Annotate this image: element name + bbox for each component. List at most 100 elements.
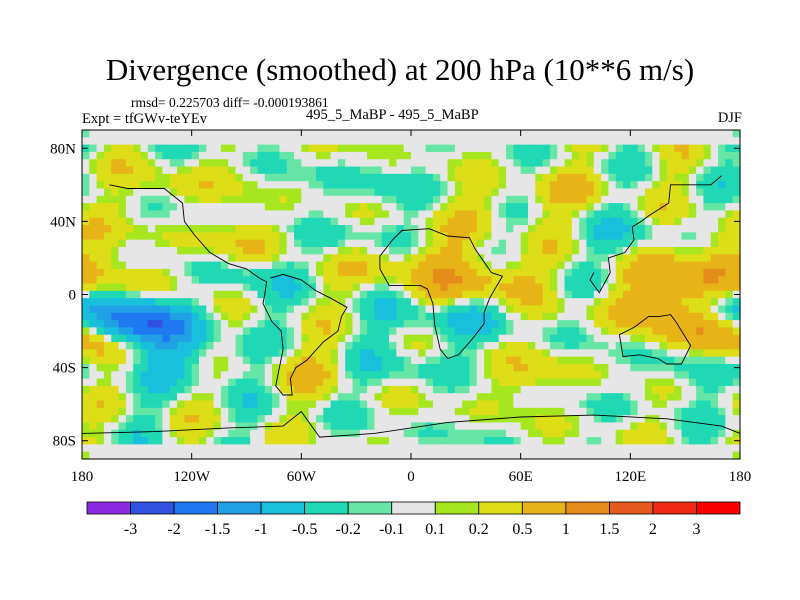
heatmap-cell	[96, 407, 105, 416]
heatmap-cell	[389, 422, 397, 431]
heatmap-cell	[659, 283, 668, 292]
heatmap-cell	[111, 283, 120, 292]
heatmap-cell	[359, 261, 368, 270]
heatmap-cell	[308, 422, 317, 431]
heatmap-cell	[432, 239, 441, 248]
heatmap-cell	[82, 232, 90, 241]
heatmap-cell	[623, 451, 631, 460]
heatmap-cell	[374, 378, 383, 387]
heatmap-cell	[330, 181, 339, 190]
heatmap-cell	[535, 451, 544, 460]
heatmap-cell	[615, 232, 624, 241]
heatmap-cell	[308, 254, 317, 263]
heatmap-cell	[718, 137, 726, 146]
heatmap-cell	[155, 356, 164, 365]
heatmap-cell	[506, 393, 514, 402]
heatmap-cell	[162, 451, 171, 460]
heatmap-cell	[447, 276, 456, 285]
heatmap-cell	[462, 444, 471, 453]
heatmap-cell	[206, 342, 215, 350]
heatmap-cell	[454, 217, 463, 226]
heatmap-cell	[191, 444, 200, 453]
heatmap-cell	[155, 130, 164, 138]
heatmap-cell	[432, 130, 441, 138]
heatmap-cell	[440, 363, 449, 372]
heatmap-cell	[111, 371, 120, 380]
heatmap-cell	[491, 195, 500, 204]
heatmap-cell	[403, 356, 412, 365]
heatmap-cell	[162, 334, 171, 343]
heatmap-cell	[527, 363, 536, 372]
heatmap-cell	[140, 400, 149, 409]
heatmap-cell	[184, 203, 193, 212]
heatmap-cell	[140, 210, 149, 219]
heatmap-cell	[644, 400, 653, 409]
heatmap-cell	[564, 400, 573, 409]
heatmap-cell	[623, 217, 631, 226]
heatmap-cell	[294, 320, 302, 328]
heatmap-cell	[140, 246, 149, 255]
heatmap-cell	[586, 371, 595, 380]
heatmap-cell	[674, 151, 683, 160]
heatmap-cell	[82, 356, 90, 365]
heatmap-cell	[630, 268, 639, 277]
heatmap-cell	[418, 232, 427, 241]
heatmap-cell	[345, 356, 354, 365]
chart-title: Divergence (smoothed) at 200 hPa (10**6 …	[105, 52, 695, 87]
heatmap-cell	[96, 188, 105, 197]
heatmap-cell	[447, 181, 456, 190]
heatmap-cell	[396, 305, 405, 314]
heatmap-cell	[96, 437, 105, 445]
heatmap-cell	[177, 437, 185, 445]
heatmap-cell	[89, 217, 98, 226]
heatmap-cell	[155, 276, 164, 285]
heatmap-cell	[323, 444, 332, 453]
heatmap-cell	[184, 217, 193, 226]
heatmap-cell	[345, 232, 354, 241]
heatmap-cell	[301, 217, 310, 226]
heatmap-cell	[294, 422, 302, 431]
heatmap-cell	[542, 181, 551, 190]
heatmap-cell	[213, 151, 222, 160]
heatmap-cell	[82, 371, 90, 380]
heatmap-cell	[630, 437, 639, 445]
heatmap-cell	[147, 130, 156, 138]
heatmap-cell	[425, 422, 434, 431]
heatmap-cell	[235, 151, 244, 160]
heatmap-cell	[330, 210, 339, 219]
heatmap-cell	[330, 232, 339, 241]
heatmap-cell	[674, 239, 683, 248]
heatmap-cell	[491, 342, 500, 350]
heatmap-cell	[535, 188, 544, 197]
heatmap-cell	[140, 444, 149, 453]
heatmap-cell	[710, 378, 719, 387]
heatmap-cell	[177, 239, 185, 248]
heatmap-cell	[359, 225, 368, 233]
heatmap-cell	[279, 349, 288, 358]
heatmap-cell	[389, 225, 397, 233]
heatmap-cell	[440, 195, 449, 204]
heatmap-cell	[469, 159, 478, 168]
heatmap-cell	[484, 130, 493, 138]
heatmap-cell	[345, 363, 354, 372]
heatmap-cell	[484, 385, 493, 394]
heatmap-cell	[732, 232, 741, 241]
heatmap-cell	[235, 210, 244, 219]
heatmap-cell	[542, 371, 551, 380]
heatmap-cell	[308, 363, 317, 372]
heatmap-cell	[206, 137, 215, 146]
heatmap-cell	[454, 225, 463, 233]
heatmap-cell	[308, 371, 317, 380]
heatmap-cell	[403, 415, 412, 424]
heatmap-cell	[272, 298, 280, 307]
heatmap-cell	[381, 312, 390, 321]
heatmap-cell	[286, 298, 295, 307]
heatmap-cell	[608, 422, 617, 431]
heatmap-cell	[125, 283, 134, 292]
heatmap-cell	[352, 188, 361, 197]
heatmap-cell	[184, 356, 193, 365]
heatmap-cell	[637, 327, 646, 336]
heatmap-cell	[462, 298, 471, 307]
heatmap-cell	[82, 400, 90, 409]
heatmap-cell	[184, 320, 193, 328]
